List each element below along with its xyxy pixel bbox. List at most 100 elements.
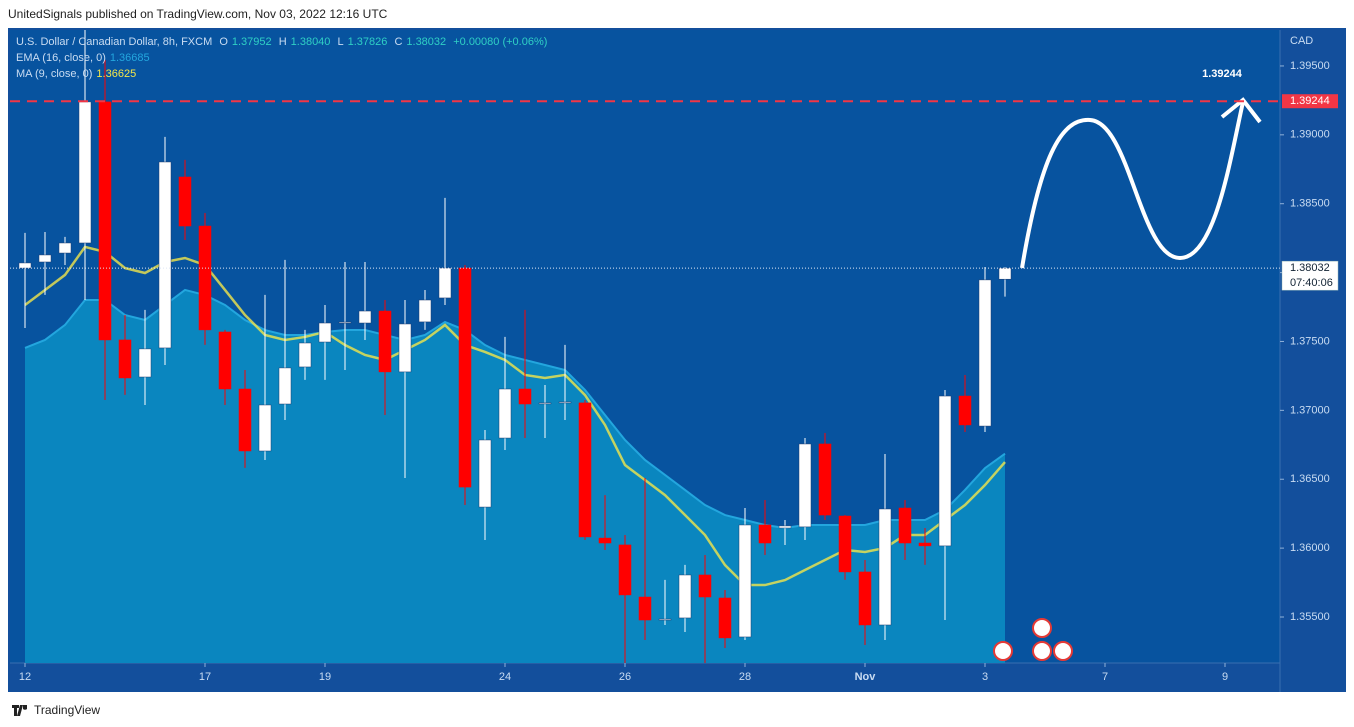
y-tick-label: 1.35500 (1290, 611, 1330, 623)
last-price-box (1281, 260, 1339, 291)
candle-body (478, 439, 492, 508)
event-icon (1032, 618, 1052, 638)
candle-body (498, 388, 512, 439)
candle-body (658, 618, 672, 621)
candle-body (158, 161, 172, 349)
candle-body (898, 507, 912, 544)
candle-body (738, 524, 752, 638)
candle-body (598, 537, 612, 544)
candle-body (878, 508, 892, 626)
logo (12, 705, 27, 716)
event-icon (1053, 641, 1073, 661)
x-tick-label: 19 (319, 671, 331, 683)
h-value: 1.38040 (290, 36, 331, 48)
l-value: 1.37826 (347, 36, 388, 48)
candle-body (38, 254, 52, 263)
last-price-label: 1.38032 (1290, 262, 1330, 274)
x-tick-label: 7 (1102, 671, 1108, 683)
x-tick-label: 17 (199, 671, 211, 683)
candle-body (718, 597, 732, 639)
candle-body (758, 524, 772, 544)
candle-body (638, 596, 652, 621)
candle-body (858, 571, 872, 626)
x-tick-label: 9 (1222, 671, 1228, 683)
candle-body (958, 395, 972, 426)
legend-entry: MA (9, close, 0) (16, 68, 93, 80)
candle-body (998, 267, 1012, 280)
candle-body (458, 267, 472, 488)
c-value: 1.38032 (406, 36, 447, 48)
candle-body (438, 267, 452, 299)
event-icon (1032, 641, 1052, 661)
candle-body (798, 443, 812, 528)
event-icon (993, 641, 1013, 661)
x-tick-label: 26 (619, 671, 631, 683)
candle-body (138, 348, 152, 378)
ema-row: EMA (16, close, 0) 1.36685 (16, 50, 551, 66)
candle-body (238, 388, 252, 452)
x-tick-label: 24 (499, 671, 511, 683)
y-tick-label: 1.36500 (1290, 473, 1330, 485)
candle-body (178, 176, 192, 227)
x-tick-label: Nov (855, 671, 877, 683)
candle-body (258, 404, 272, 452)
candle-body (578, 402, 592, 538)
candle-body (218, 331, 232, 390)
target-price-label: 1.39244 (1290, 95, 1330, 107)
symbol: U.S. Dollar / Canadian Dollar, 8h, FXCM (16, 36, 213, 48)
candle-body (398, 323, 412, 373)
y-tick-label: 1.39500 (1290, 60, 1330, 72)
candle-body (818, 443, 832, 516)
candle-body (358, 310, 372, 324)
currency-label: CAD (1290, 35, 1313, 47)
legend-entry: EMA (16, close, 0) (16, 52, 106, 64)
ma-row: MA (9, close, 0) 1.36625 (16, 66, 551, 82)
symbol-row: U.S. Dollar / Canadian Dollar, 8h, FXCM … (16, 34, 551, 50)
h-key: H (278, 36, 287, 48)
o-value: 1.37952 (231, 36, 272, 48)
target-price-box (1282, 94, 1338, 109)
candle-body (78, 101, 92, 244)
candle-body (378, 310, 392, 373)
candle-body (58, 242, 72, 254)
change: +0.00080 (+0.06%) (453, 36, 548, 48)
candle-body (678, 574, 692, 619)
candle-body (98, 101, 112, 341)
x-tick-label: 12 (19, 671, 31, 683)
candle-body (918, 542, 932, 547)
ma-value: 1.36625 (96, 68, 137, 80)
candle-body (298, 342, 312, 368)
y-tick-label: 1.37000 (1290, 404, 1330, 416)
countdown: 07:40:06 (1290, 277, 1333, 289)
x-tick-label: 28 (739, 671, 751, 683)
c-key: C (394, 36, 403, 48)
brand: TradingView (34, 703, 101, 717)
candle-body (778, 525, 792, 529)
candle-body (278, 367, 292, 405)
y-tick-label: 1.37500 (1290, 335, 1330, 347)
candle-body (838, 515, 852, 573)
candle-body (118, 339, 132, 379)
candle-body (418, 299, 432, 323)
o-key: O (219, 36, 228, 48)
l-key: L (337, 36, 344, 48)
candle-body (938, 395, 952, 547)
candle-body (538, 402, 552, 405)
projection-arrow (1020, 101, 1245, 269)
candle-body (978, 279, 992, 427)
x-tick-label: 3 (982, 671, 988, 683)
candle-body (698, 574, 712, 598)
candle-body (338, 321, 352, 324)
y-tick-label: 1.36000 (1290, 542, 1330, 554)
candle-body (518, 388, 532, 405)
ema-value: 1.36685 (109, 52, 150, 64)
y-tick-label: 1.38500 (1290, 198, 1330, 210)
candle-body (558, 401, 572, 404)
event-icons (993, 618, 1073, 661)
candle-body (18, 262, 32, 269)
candle-body (618, 544, 632, 596)
legend: U.S. Dollar / Canadian Dollar, 8h, FXCM … (16, 34, 551, 82)
candle-body (198, 225, 212, 331)
